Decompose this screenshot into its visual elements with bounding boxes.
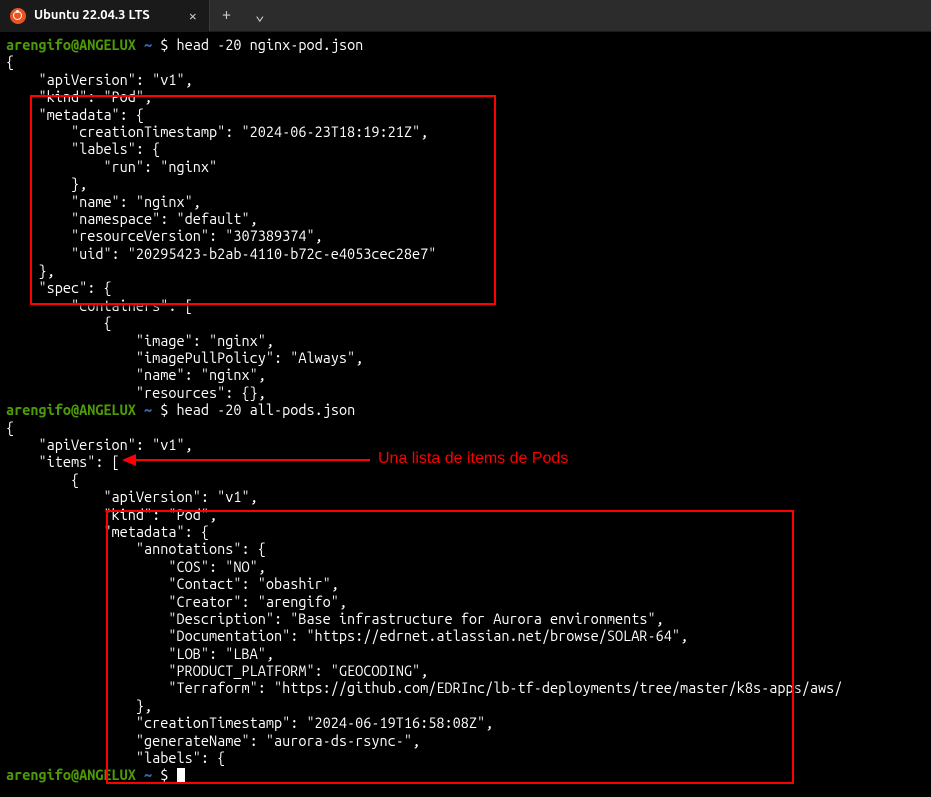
prompt-user: arengifo@ANGELUX — [6, 36, 136, 53]
prompt-symbol: $ — [160, 36, 168, 53]
new-tab-button[interactable]: + — [210, 0, 243, 31]
output-line: "resources": {}, — [6, 384, 925, 401]
prompt-line-1: arengifo@ANGELUX ~ $ head -20 nginx-pod.… — [6, 36, 925, 53]
prompt-line-2: arengifo@ANGELUX ~ $ head -20 all-pods.j… — [6, 401, 925, 418]
output-line: "image": "nginx", — [6, 332, 925, 349]
arrow-icon — [122, 450, 372, 470]
close-tab-button[interactable]: × — [185, 7, 201, 25]
highlight-box-2 — [106, 510, 794, 784]
output-line: { — [6, 53, 925, 70]
prompt-symbol: $ — [160, 401, 168, 418]
prompt-path: ~ — [144, 401, 152, 418]
tab-dropdown-button[interactable]: ⌄ — [243, 0, 277, 31]
output-line: { — [6, 471, 925, 488]
prompt-path: ~ — [144, 36, 152, 53]
output-line: "imagePullPolicy": "Always", — [6, 349, 925, 366]
command-text: head -20 nginx-pod.json — [177, 36, 364, 53]
tab-title: Ubuntu 22.04.3 LTS — [34, 8, 177, 24]
prompt-user: arengifo@ANGELUX — [6, 401, 136, 418]
output-line: "apiVersion": "v1", — [6, 488, 925, 505]
terminal-tab[interactable]: Ubuntu 22.04.3 LTS × — [0, 0, 210, 31]
output-line: "name": "nginx", — [6, 366, 925, 383]
output-line: { — [6, 314, 925, 331]
ubuntu-icon — [10, 8, 26, 24]
window-titlebar: Ubuntu 22.04.3 LTS × + ⌄ — [0, 0, 931, 32]
command-text: head -20 all-pods.json — [177, 401, 356, 418]
highlight-box-1 — [30, 95, 496, 305]
tab-controls: + ⌄ — [210, 0, 277, 31]
output-line: { — [6, 419, 925, 436]
annotation-text: Una lista de items de Pods — [378, 449, 568, 468]
output-line: "apiVersion": "v1", — [6, 71, 925, 88]
terminal-content[interactable]: arengifo@ANGELUX ~ $ head -20 nginx-pod.… — [0, 32, 931, 788]
